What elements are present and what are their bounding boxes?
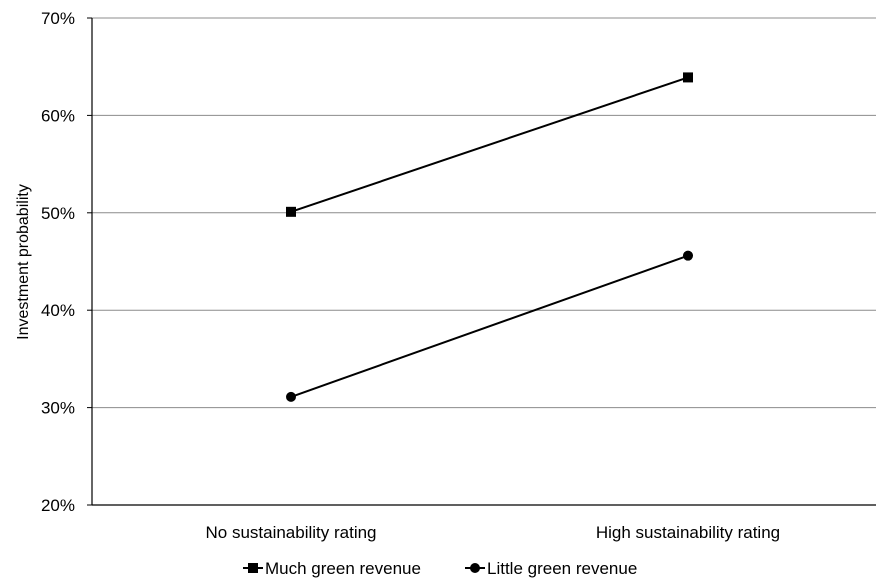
y-tick-labels: 20% 30% 40% 50% 60% 70% <box>41 9 92 515</box>
y-tick-label: 20% <box>41 496 75 515</box>
y-tick-label: 60% <box>41 106 75 125</box>
data-point-square <box>248 563 258 573</box>
legend-label: Much green revenue <box>265 559 421 578</box>
y-axis-title: Investment probability <box>15 184 32 340</box>
y-tick-label: 30% <box>41 399 75 418</box>
legend: Much green revenue Little green revenue <box>243 559 637 578</box>
x-tick-label: No sustainability rating <box>205 523 376 542</box>
series-layer <box>286 72 693 402</box>
series-much-green-revenue <box>286 72 693 217</box>
data-point-square <box>286 206 296 217</box>
legend-item: Much green revenue <box>243 559 421 578</box>
x-tick-label: High sustainability rating <box>596 523 780 542</box>
data-point-circle <box>286 391 296 402</box>
x-tick-labels: No sustainability rating High sustainabil… <box>205 523 780 542</box>
series-little-green-revenue <box>286 250 693 402</box>
y-tick-label: 40% <box>41 301 75 320</box>
data-point-circle <box>470 563 480 573</box>
data-point-square <box>683 72 693 83</box>
series-line <box>290 76 689 213</box>
series-line <box>290 254 689 398</box>
y-tick-label: 50% <box>41 204 75 223</box>
legend-item: Little green revenue <box>465 559 637 578</box>
axes <box>91 18 876 506</box>
data-point-circle <box>683 250 693 261</box>
gridlines <box>92 17 876 409</box>
legend-label: Little green revenue <box>487 559 637 578</box>
y-tick-label: 70% <box>41 9 75 28</box>
